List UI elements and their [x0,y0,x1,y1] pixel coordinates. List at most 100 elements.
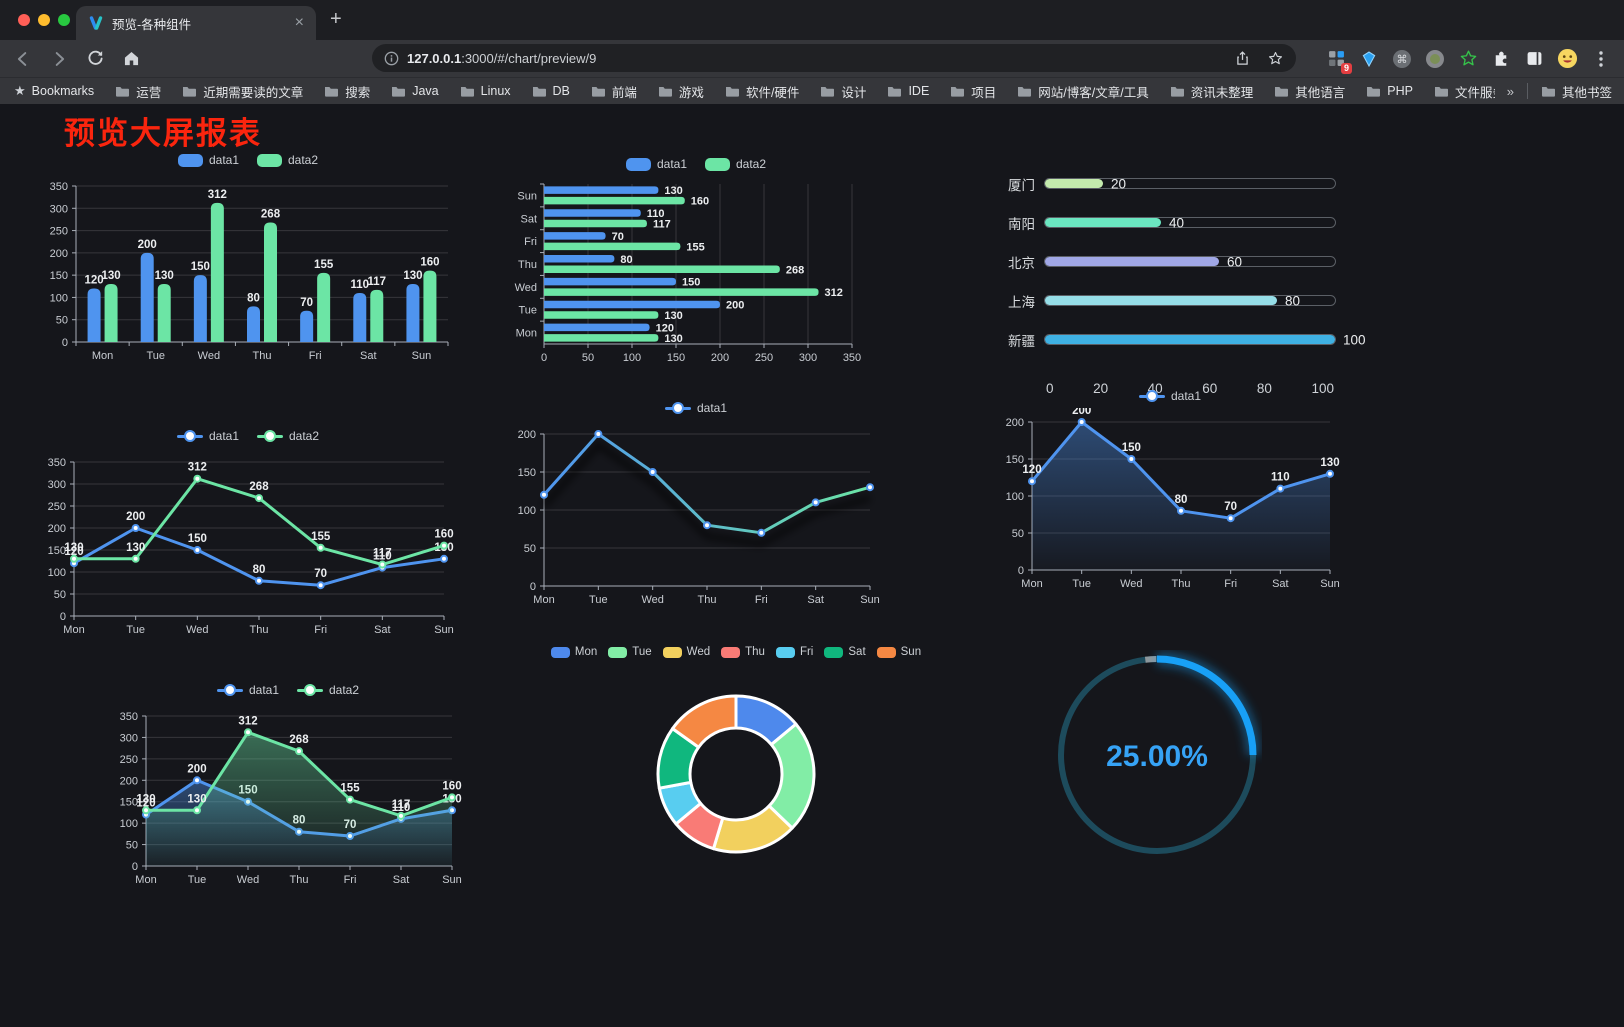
legend-item[interactable]: Fri [775,646,813,658]
grid-extension-icon[interactable]: 9 [1325,48,1352,74]
progress-fill [1045,218,1161,227]
svg-text:Tue: Tue [126,624,145,636]
legend-label: data2 [288,153,319,167]
forward-icon[interactable] [46,46,72,72]
svg-text:100: 100 [518,505,536,517]
axis-tick-label: 60 [1202,381,1218,396]
profile-avatar-icon[interactable] [1556,48,1578,70]
share-icon[interactable] [1234,50,1251,67]
folder-icon [460,86,474,97]
bookmark-folder[interactable]: 软件/硬件 [725,82,799,101]
svg-text:Sat: Sat [1272,578,1289,590]
svg-text:Thu: Thu [250,624,269,636]
svg-text:Mon: Mon [63,624,84,636]
bookmark-folder[interactable]: 游戏 [658,82,704,101]
bookmark-folder[interactable]: 前端 [591,82,637,101]
legend-item[interactable]: data1 [216,683,279,697]
bookmarks-overflow-chevron[interactable]: » [1506,83,1514,99]
svg-text:155: 155 [686,241,704,253]
legend-marker-icon [257,430,283,442]
new-tab-button[interactable]: + [330,8,342,30]
svg-text:100: 100 [50,292,68,304]
bookmark-folder[interactable]: 近期需要读的文章 [182,82,303,101]
donut-chart-canvas [656,694,816,854]
legend-item[interactable]: Tue [608,646,652,658]
bookmark-folder[interactable]: 资讯未整理 [1170,82,1253,101]
axis-tick-label: 80 [1256,381,1272,396]
url-bar[interactable]: 127.0.0.1:3000/#/chart/preview/9 [372,44,1296,72]
svg-text:Tue: Tue [188,874,207,886]
site-info-icon[interactable] [384,51,399,66]
legend-item[interactable]: Sat [824,646,866,658]
bookmark-folder[interactable]: 运营 [115,82,161,101]
svg-text:110: 110 [392,802,411,814]
svg-text:Sat: Sat [393,874,410,886]
bookmark-folder[interactable]: Linux [460,84,511,98]
svg-text:150: 150 [50,270,68,282]
legend-label: Sun [900,646,922,658]
legend-item[interactable]: data2 [257,153,318,167]
legend-item[interactable]: data1 [1138,389,1201,403]
legend-item[interactable]: data1 [664,401,727,415]
progress-label: 厦门 [1008,177,1035,193]
legend-item[interactable]: data1 [176,429,239,443]
svg-text:312: 312 [188,462,207,474]
svg-text:Thu: Thu [1172,578,1191,590]
traffic-light-minimize[interactable] [38,14,50,26]
legend-item[interactable]: data1 [177,153,239,167]
svg-text:80: 80 [253,564,266,576]
progress-value: 100 [1343,332,1366,347]
bookmarks-right: » 其他书签 [1495,82,1624,101]
bookmarks-manager[interactable]: ★ Bookmarks [14,83,94,99]
legend-item[interactable]: data2 [705,157,766,171]
sidebar-extension-icon[interactable] [1523,48,1545,70]
bookmark-folder[interactable]: IDE [887,84,929,98]
donut-slice[interactable] [671,694,738,749]
tab-close-icon[interactable]: × [294,14,304,31]
other-bookmarks-folder[interactable]: 其他书签 [1541,82,1612,101]
legend-item[interactable]: Thu [721,646,765,658]
svg-text:150: 150 [191,261,210,273]
svg-text:50: 50 [524,543,536,555]
bookmark-folder[interactable]: 其他语言 [1274,82,1345,101]
puzzle-extension-icon[interactable] [1490,48,1512,70]
command-extension-icon[interactable]: ⌘ [1391,48,1413,70]
svg-text:50: 50 [56,315,68,327]
browser-tab[interactable]: 预览-各种组件 × [76,6,316,40]
bookmark-folder[interactable]: PHP [1366,84,1413,98]
bookmark-folder[interactable]: DB [532,84,570,98]
svg-text:100: 100 [48,567,66,579]
traffic-light-zoom[interactable] [58,14,70,26]
progress-label: 南阳 [1008,216,1035,232]
legend-item[interactable]: Wed [662,646,710,658]
legend-item[interactable]: data2 [257,429,319,443]
star-extension-icon[interactable] [1457,48,1479,70]
record-extension-icon[interactable] [1424,48,1446,70]
bookmark-folder[interactable]: 项目 [950,82,996,101]
legend-marker-icon [257,153,282,167]
bookmark-folder[interactable]: 文件服务器 [1434,82,1495,101]
menu-kebab-icon[interactable] [1592,40,1610,77]
svg-text:Wed: Wed [186,624,208,636]
folder-icon [1367,86,1381,97]
bookmark-folder-label: 近期需要读的文章 [203,85,304,100]
bookmark-star-icon[interactable] [1267,50,1284,67]
legend-item[interactable]: Sun [876,646,922,658]
gem-extension-icon[interactable] [1358,48,1380,70]
svg-text:80: 80 [1175,494,1188,506]
home-icon[interactable] [118,46,144,72]
bookmark-folder[interactable]: Java [391,84,439,98]
reload-icon[interactable] [82,46,108,72]
folder-icon [888,86,902,97]
traffic-light-close[interactable] [18,14,30,26]
back-icon[interactable] [10,46,36,72]
svg-text:70: 70 [1224,501,1237,513]
svg-text:150: 150 [48,545,66,557]
legend-item[interactable]: data2 [297,683,359,697]
legend-item[interactable]: data1 [625,157,687,171]
legend-item[interactable]: Mon [550,646,597,658]
bookmark-folder[interactable]: 搜索 [324,82,370,101]
bookmark-folder[interactable]: 设计 [820,82,866,101]
chart-area-single: data1 0 50 100 150 200 Mon Tue Wed Thu Fri Sat Sun 12… [994,386,1346,598]
bookmark-folder[interactable]: 网站/博客/文章/工具 [1017,82,1149,101]
